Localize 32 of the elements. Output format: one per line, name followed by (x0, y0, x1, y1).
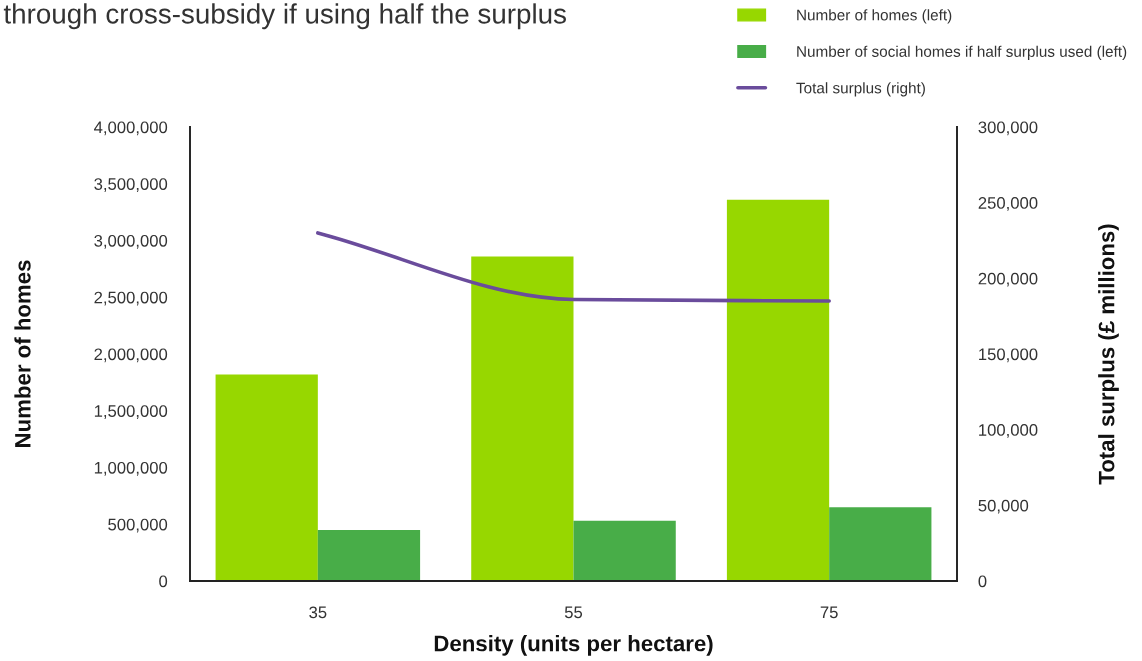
x-axis-title: Density (units per hectare) (434, 635, 713, 656)
y2-tick-label: 250,000 (978, 197, 1038, 211)
bar (471, 256, 574, 581)
y-tick-label: 0 (159, 575, 168, 588)
y2-tick-label: 100,000 (979, 424, 1038, 438)
y-tick-label: 500,000 (108, 518, 168, 533)
bar (573, 520, 676, 581)
y-tick-label: 4,000,000 (94, 121, 168, 136)
x-tick-label: 35 (309, 606, 327, 619)
bar (317, 529, 421, 581)
y2-tick-label: 300,000 (978, 121, 1038, 136)
legend-label: Number of homes (left) (797, 9, 952, 24)
x-tick-label: 55 (564, 606, 583, 619)
y2-tick-label: 200,000 (978, 272, 1038, 287)
y-tick-label: 2,500,000 (94, 291, 168, 306)
chart-title: through cross-subsidy if using half the surplus (3, 3, 566, 30)
y2-tick-label: 50,000 (978, 499, 1029, 514)
y2-tick-label: 150,000 (979, 348, 1038, 363)
x-tick-label: 75 (820, 606, 838, 619)
y-axis-title: Number of homes (14, 260, 31, 447)
y-tick-label: 3,500,000 (94, 178, 168, 192)
y-tick-label: 3,000,000 (94, 234, 168, 249)
y-tick-label: 1,500,000 (94, 405, 168, 419)
y2-axis-title: Total surplus (£ millions) (1098, 224, 1119, 485)
legend-label: Total surplus (right) (796, 82, 925, 97)
bar (726, 199, 830, 581)
y-tick-label: 1,000,000 (94, 461, 168, 476)
y2-tick-label: 0 (978, 575, 987, 588)
y-tick-label: 2,000,000 (94, 348, 168, 363)
bar (215, 374, 318, 581)
legend-label: Number of social homes if half surplus used (left) (797, 45, 1127, 60)
bar (829, 507, 932, 581)
